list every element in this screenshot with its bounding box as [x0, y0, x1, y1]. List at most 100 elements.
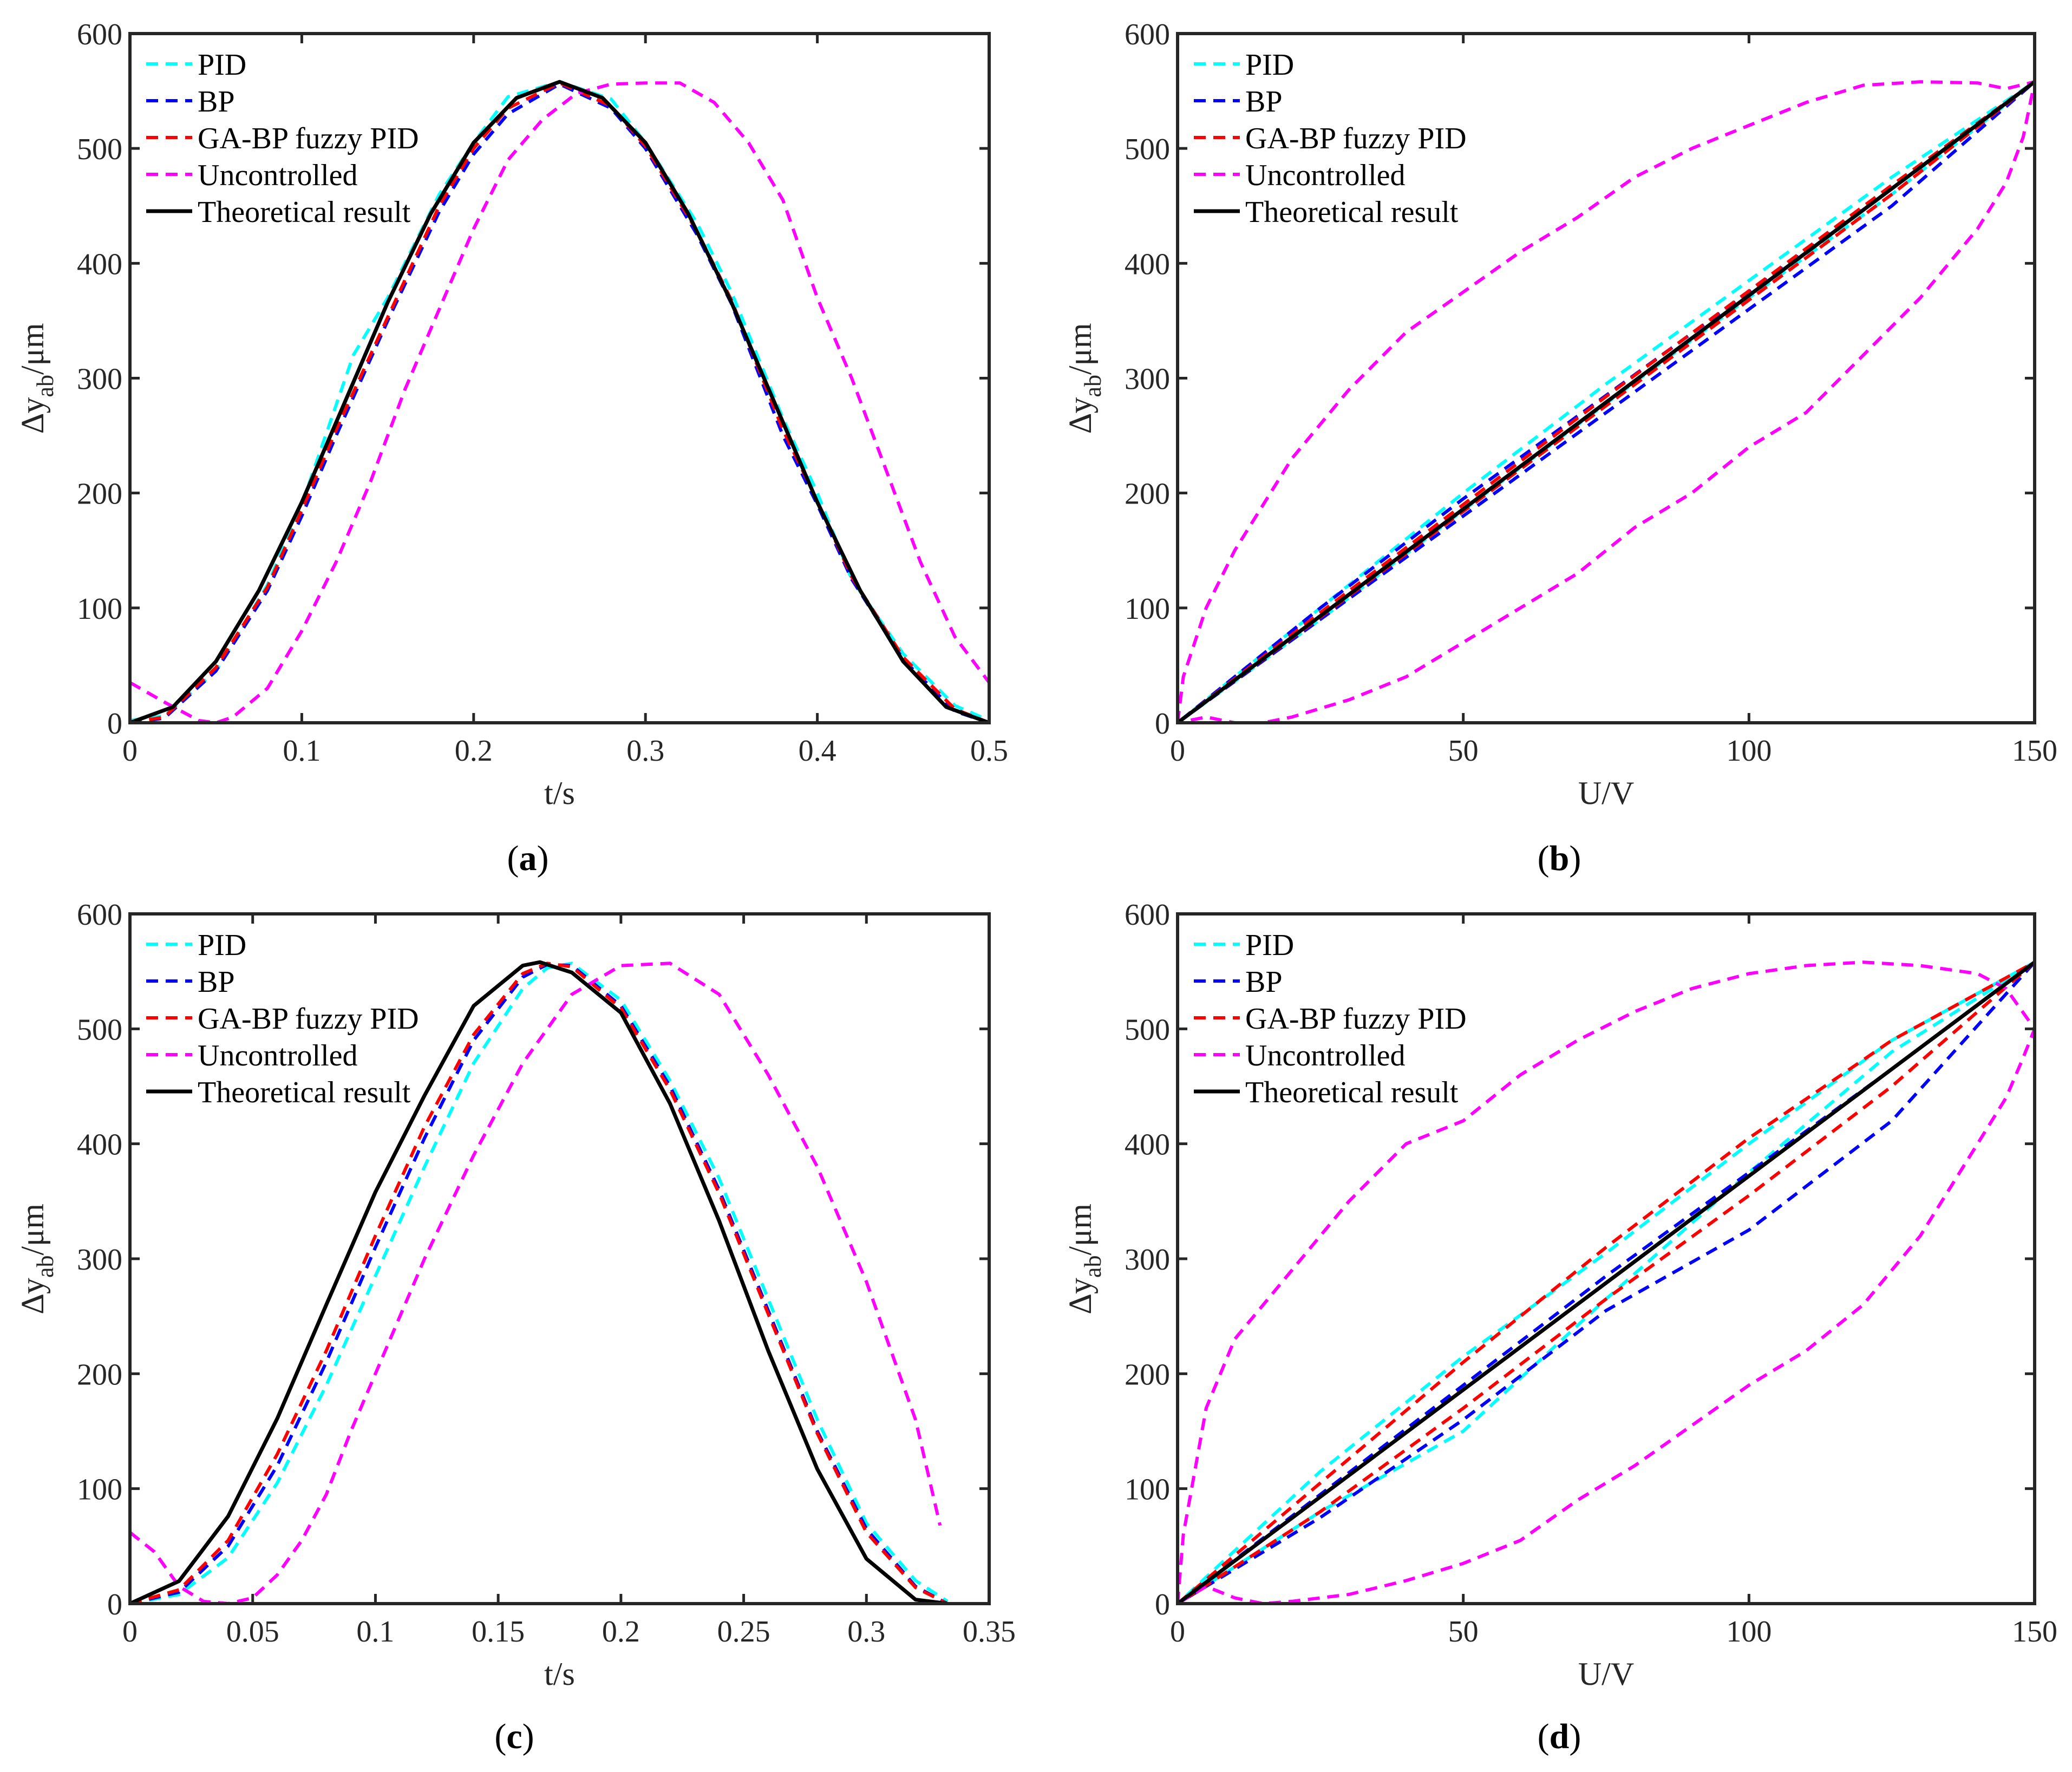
y-axis-label-c: ∆yab/μm	[15, 1204, 58, 1314]
x-tick-label-a-5: 0.5	[970, 734, 1008, 768]
legend-label-b-0: PID	[1245, 48, 1294, 82]
y-tick-label-b-3: 300	[1125, 363, 1170, 396]
y-tick-label-a-3: 300	[77, 363, 122, 396]
panel-label-c: (c)	[494, 1717, 534, 1756]
y-tick-label-b-0: 0	[1155, 707, 1170, 741]
y-axis-label-d: ∆yab/μm	[1062, 1204, 1106, 1314]
legend-label-c-1: BP	[198, 965, 235, 999]
y-tick-label-d-3: 300	[1125, 1243, 1170, 1277]
legend-label-d-4: Theoretical result	[1245, 1076, 1459, 1109]
chart-a: 0 0.1 0.2 0.3 0.4 0.5 0 100 200 300 400 500 600 t/s ∆y…	[15, 18, 1008, 811]
legend-label-a-0: PID	[198, 48, 246, 82]
x-tick-label-a-2: 0.2	[455, 734, 493, 768]
series-group-d	[1178, 960, 2035, 1604]
legend-label-b-3: Uncontrolled	[1245, 159, 1405, 192]
legend-label-a-4: Theoretical result	[198, 195, 411, 229]
panel-label-d: (d)	[1537, 1717, 1581, 1756]
series-line-d-4	[1178, 960, 2035, 1604]
x-axis-label-c: t/s	[544, 1656, 575, 1692]
y-tick-label-c-2: 200	[77, 1358, 122, 1391]
y-tick-label-a-1: 100	[77, 592, 122, 626]
series-group-b	[1178, 80, 2035, 723]
x-tick-label-b-0: 0	[1170, 734, 1185, 768]
y-tick-label-a-0: 0	[107, 707, 122, 741]
series-line-c-0	[130, 962, 949, 1604]
x-tick-label-b-3: 150	[2012, 734, 2057, 768]
x-tick-label-a-0: 0	[122, 734, 138, 768]
legend-label-c-3: Uncontrolled	[198, 1039, 357, 1073]
series-line-d-0	[1178, 960, 2035, 1604]
legend-label-a-2: GA-BP fuzzy PID	[198, 122, 419, 155]
y-tick-label-c-3: 300	[77, 1243, 122, 1277]
y-tick-label-b-4: 400	[1125, 247, 1170, 281]
x-tick-label-c-2: 0.1	[356, 1615, 394, 1649]
y-tick-label-a-4: 400	[77, 247, 122, 281]
series-line-a-4	[130, 80, 989, 723]
legend-label-c-4: Theoretical result	[198, 1076, 411, 1109]
legend-label-d-0: PID	[1245, 928, 1294, 962]
y-tick-label-d-5: 500	[1125, 1013, 1170, 1047]
x-tick-label-c-0: 0	[122, 1615, 138, 1649]
legend-label-b-1: BP	[1245, 85, 1283, 119]
x-axis-label-a: t/s	[544, 775, 575, 811]
x-tick-label-d-3: 150	[2012, 1615, 2057, 1649]
x-tick-label-a-4: 0.4	[799, 734, 836, 768]
series-line-b-4	[1178, 80, 2035, 723]
x-tick-label-d-1: 50	[1448, 1615, 1479, 1649]
y-tick-label-b-2: 200	[1125, 478, 1170, 511]
legend-label-d-1: BP	[1245, 965, 1283, 999]
legend-label-a-3: Uncontrolled	[198, 159, 357, 192]
y-tick-label-c-6: 600	[77, 898, 122, 932]
x-tick-label-a-3: 0.3	[626, 734, 664, 768]
y-tick-label-c-4: 400	[77, 1128, 122, 1162]
legend-label-c-0: PID	[198, 928, 246, 962]
y-tick-label-d-1: 100	[1125, 1473, 1170, 1507]
y-tick-label-b-6: 600	[1125, 18, 1170, 51]
x-axis-label-d: U/V	[1578, 1656, 1634, 1692]
chart-b: 0 50 100 150 0 100 200 300 400 500 600 U/V ∆yab/μm PI…	[1062, 18, 2057, 811]
series-line-d-2	[1178, 960, 2035, 1604]
series-line-d-1	[1178, 960, 2035, 1604]
y-tick-label-a-6: 600	[77, 18, 122, 51]
x-tick-label-b-2: 100	[1726, 734, 1772, 768]
legend-label-c-2: GA-BP fuzzy PID	[198, 1002, 419, 1036]
legend-label-a-1: BP	[198, 85, 235, 119]
y-tick-label-d-6: 600	[1125, 898, 1170, 932]
x-tick-label-c-7: 0.35	[963, 1615, 1016, 1649]
y-axis-label-a: ∆yab/μm	[15, 323, 58, 434]
series-group-a	[130, 80, 989, 723]
x-tick-label-c-1: 0.05	[226, 1615, 279, 1649]
legend-label-d-3: Uncontrolled	[1245, 1039, 1405, 1073]
y-axis-label-b: ∆yab/μm	[1062, 323, 1106, 434]
panel-label-a: (a)	[507, 839, 549, 878]
x-axis-label-b: U/V	[1578, 775, 1634, 811]
x-tick-label-b-1: 50	[1448, 734, 1479, 768]
panel-label-b: (b)	[1537, 839, 1581, 878]
y-tick-label-a-2: 200	[77, 478, 122, 511]
y-tick-label-c-5: 500	[77, 1013, 122, 1047]
y-tick-label-c-1: 100	[77, 1473, 122, 1507]
series-line-b-1	[1178, 80, 2035, 723]
y-tick-label-d-0: 0	[1155, 1588, 1170, 1621]
chart-d: 0 50 100 150 0 100 200 300 400 500 600 U/V ∆yab/μm PI…	[1062, 898, 2057, 1692]
x-tick-label-c-5: 0.25	[717, 1615, 770, 1649]
x-tick-label-a-1: 0.1	[283, 734, 321, 768]
y-tick-label-b-1: 100	[1125, 592, 1170, 626]
x-tick-label-c-6: 0.3	[847, 1615, 885, 1649]
y-tick-label-a-5: 500	[77, 133, 122, 166]
x-tick-label-d-2: 100	[1726, 1615, 1772, 1649]
x-tick-label-c-3: 0.15	[472, 1615, 525, 1649]
series-line-c-4	[130, 960, 948, 1604]
y-tick-label-d-2: 200	[1125, 1358, 1170, 1391]
legend-label-b-2: GA-BP fuzzy PID	[1245, 122, 1467, 155]
chart-c: 0 0.05 0.1 0.15 0.2 0.25 0.3 0.35 0 100 200 300 400 5…	[15, 898, 1016, 1692]
series-line-b-3	[1178, 80, 2035, 723]
x-tick-label-c-4: 0.2	[602, 1615, 640, 1649]
series-line-a-1	[130, 82, 989, 723]
y-tick-label-c-0: 0	[107, 1588, 122, 1621]
legend-label-d-2: GA-BP fuzzy PID	[1245, 1002, 1467, 1036]
